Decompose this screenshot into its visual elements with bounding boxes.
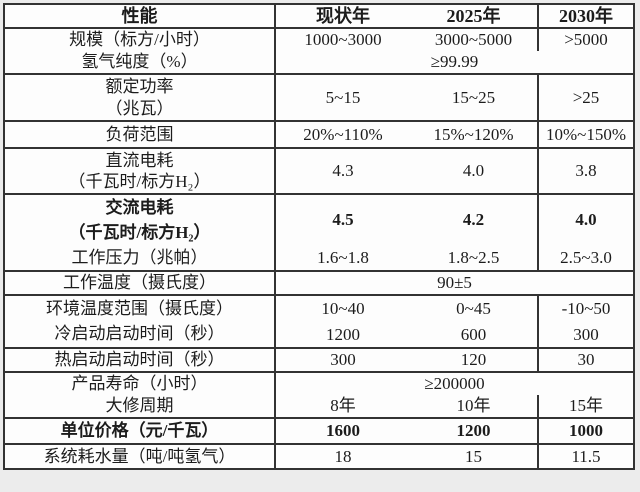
- label-unit-price: 单位价格（元/千瓦）: [5, 419, 276, 443]
- overhaul-current: 8年: [330, 396, 356, 416]
- power-current: 5~15: [325, 87, 361, 107]
- label-water: 系统耗水量（吨/吨氢气）: [5, 445, 276, 468]
- overhaul-2025: 10年: [456, 396, 491, 416]
- row-hot-start: 热启动启动时间（秒） 300 120 30: [5, 349, 633, 373]
- scale-2025: 3000~5000: [434, 30, 513, 50]
- coldstart-current: 1200: [326, 324, 360, 344]
- hotstart-2025: 120: [460, 350, 487, 370]
- label-ac: 交流电耗: [105, 197, 174, 217]
- ambient-2025: 0~45: [456, 299, 491, 319]
- working-temp-value: 90±5: [437, 273, 472, 293]
- row-dc-consumption: 直流电耗 （千瓦时/标方H₂） 4.3 4.0 3.8: [5, 149, 633, 195]
- dc-current: 4.3: [332, 161, 354, 181]
- label-rated-power: 额定功率: [105, 77, 174, 97]
- header-performance: 性能: [5, 5, 276, 27]
- scale-current: 1000~3000: [304, 30, 382, 50]
- coldstart-2030: 300: [573, 324, 599, 344]
- row-working-temp: 工作温度（摄氏度） 90±5: [5, 272, 633, 296]
- row-scale-purity: 规模（标方/小时） 氢气纯度（%） 1000~3000 3000~5000 >5…: [5, 29, 633, 75]
- load-2030: 10%~150%: [537, 122, 633, 147]
- pressure-2025: 1.8~2.5: [447, 247, 500, 267]
- purity-value: ≥99.99: [430, 52, 479, 72]
- label-load-range: 负荷范围: [5, 122, 276, 147]
- ambient-2030: -10~50: [561, 299, 611, 319]
- price-2025: 1200: [456, 421, 491, 441]
- product-life-value: ≥200000: [424, 374, 485, 394]
- label-ac-unit: （千瓦时/标方H₂）: [68, 222, 211, 242]
- label-dc: 直流电耗: [105, 150, 174, 170]
- ac-2025: 4.2: [462, 210, 485, 230]
- label-rated-power-unit: （兆瓦）: [105, 98, 174, 118]
- ambient-current: 10~40: [321, 299, 365, 319]
- water-2025: 15: [465, 446, 482, 466]
- label-dc-unit: （千瓦时/标方H₂）: [68, 172, 211, 191]
- price-current: 1600: [326, 421, 360, 441]
- water-current: 18: [334, 446, 352, 466]
- header-2025: 2025年: [446, 6, 501, 26]
- hotstart-2030: 30: [537, 349, 633, 371]
- hotstart-current: 300: [330, 350, 356, 370]
- load-2025: 15%~120%: [433, 124, 514, 144]
- row-ac-pressure: 交流电耗 （千瓦时/标方H₂） 工作压力（兆帕） 4.5 1.6~1.8 4.2…: [5, 195, 633, 272]
- label-hot-start: 热启动启动时间（秒）: [5, 349, 276, 371]
- row-rated-power: 额定功率 （兆瓦） 5~15 15~25 >25: [5, 75, 633, 122]
- header-current-year: 现状年: [316, 6, 370, 26]
- ac-2030: 4.0: [575, 210, 597, 230]
- price-2030: 1000: [537, 419, 633, 443]
- label-ambient-temp: 环境温度范围（摄氏度）: [46, 299, 233, 319]
- label-cold-start: 冷启动启动时间（秒）: [54, 324, 225, 344]
- table-header-row: 性能 现状年 2025年 2030年: [5, 5, 633, 29]
- pressure-2030: 2.5~3.0: [560, 247, 612, 267]
- label-purity: 氢气纯度（%）: [81, 52, 198, 72]
- row-unit-price: 单位价格（元/千瓦） 1600 1200 1000: [5, 419, 633, 445]
- power-2025: 15~25: [451, 87, 496, 107]
- scale-2030: >5000: [537, 29, 633, 51]
- dc-2030: 3.8: [537, 149, 633, 193]
- header-2030: 2030年: [537, 5, 633, 28]
- label-pressure: 工作压力（兆帕）: [71, 247, 208, 267]
- row-load-range: 负荷范围 20%~110% 15%~120% 10%~150%: [5, 122, 633, 149]
- row-life-overhaul: 产品寿命（小时） 大修周期 ≥200000 8年 10年 15年: [5, 373, 633, 419]
- row-water-consumption: 系统耗水量（吨/吨氢气） 18 15 11.5: [5, 445, 633, 468]
- row-ambient-coldstart: 环境温度范围（摄氏度） 冷启动启动时间（秒） 10~40 1200 0~45 6…: [5, 296, 633, 349]
- power-2030: >25: [537, 75, 633, 120]
- ac-current: 4.5: [332, 210, 354, 230]
- pressure-current: 1.6~1.8: [317, 247, 369, 267]
- label-scale: 规模（标方/小时）: [69, 30, 210, 50]
- label-working-temp: 工作温度（摄氏度）: [5, 272, 276, 294]
- overhaul-2030: 15年: [537, 395, 633, 417]
- electrolyzer-performance-table: 性能 现状年 2025年 2030年 规模（标方/小时） 氢气纯度（%） 100…: [3, 3, 635, 470]
- coldstart-2025: 600: [460, 324, 487, 344]
- label-overhaul: 大修周期: [105, 396, 174, 416]
- dc-2025: 4.0: [462, 161, 485, 181]
- label-product-life: 产品寿命（小时）: [71, 374, 208, 394]
- water-2030: 11.5: [537, 445, 633, 468]
- load-current: 20%~110%: [303, 124, 383, 144]
